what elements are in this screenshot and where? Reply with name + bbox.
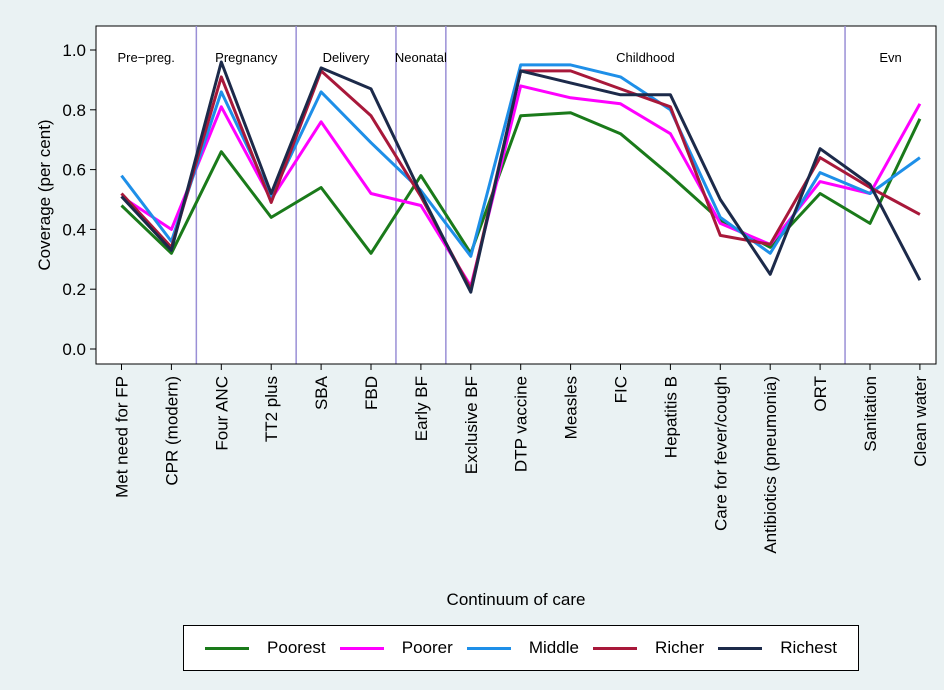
legend-label: Richer — [655, 638, 705, 657]
legend: Poorest Poorer Middle Richer Richest — [183, 625, 859, 671]
series-lines — [120, 60, 922, 294]
legend-item-middle: Middle — [466, 638, 579, 658]
x-tick-label: SBA — [312, 375, 331, 410]
y-tick-label: 0.8 — [62, 101, 86, 120]
y-axis: 0.0 0.2 0.4 0.6 0.8 1.0 — [62, 26, 97, 364]
x-tick-label: Met need for FP — [113, 376, 132, 498]
legend-swatch — [718, 646, 763, 650]
phase-labels: Pre−preg. Pregnancy Delivery Neonatal Childh… — [117, 50, 901, 65]
phase-label: Delivery — [323, 50, 370, 65]
x-axis: Met need for FP CPR (modern) Four ANC TT2 p… — [96, 363, 936, 554]
x-tick-label: ORT — [811, 376, 830, 412]
x-tick-label: Four ANC — [212, 376, 231, 451]
phase-dividers — [195, 26, 846, 364]
phase-label: Childhood — [616, 50, 675, 65]
legend-label: Poorest — [267, 638, 326, 657]
phase-label: Pre−preg. — [117, 50, 174, 65]
x-tick-label: Care for fever/cough — [711, 376, 730, 531]
x-tick-label: CPR (modern) — [162, 376, 181, 486]
legend-item-richest: Richest — [718, 638, 837, 658]
y-axis-title: Coverage (per cent) — [35, 119, 54, 270]
legend-item-poorer: Poorer — [339, 638, 453, 658]
x-tick-label: DTP vaccine — [512, 376, 531, 472]
y-tick-label: 0.0 — [62, 340, 86, 359]
x-tick-label: FBD — [362, 376, 381, 410]
y-tick-label: 0.2 — [62, 280, 86, 299]
y-tick-label: 0.6 — [62, 161, 86, 180]
legend-swatch — [205, 646, 250, 650]
x-tick-label: TT2 plus — [262, 376, 281, 442]
x-tick-label: Sanitation — [861, 376, 880, 452]
x-tick-label: Exclusive BF — [462, 376, 481, 474]
legend-item-poorest: Poorest — [205, 638, 326, 658]
x-tick-label: Early BF — [412, 376, 431, 441]
legend-label: Poorer — [401, 638, 453, 657]
series-line-richest — [120, 60, 922, 294]
legend-item-richer: Richer — [593, 638, 704, 658]
legend-label: Middle — [528, 638, 579, 657]
series-line-poorer — [120, 84, 922, 288]
x-axis-title: Continuum of care — [447, 590, 586, 609]
legend-swatch — [593, 646, 638, 650]
x-tick-label: Clean water — [911, 376, 930, 467]
phase-label: Evn — [879, 50, 901, 65]
y-tick-label: 0.4 — [62, 220, 86, 239]
legend-swatch — [466, 646, 511, 650]
x-tick-label: Antibiotics (pneumonia) — [761, 376, 780, 554]
y-tick-label: 1.0 — [62, 41, 86, 60]
x-tick-label: Hepatitis B — [661, 376, 680, 458]
x-tick-label: Measles — [562, 376, 581, 439]
phase-label: Pregnancy — [215, 50, 278, 65]
legend-swatch — [339, 646, 384, 650]
phase-label: Neonatal — [395, 50, 447, 65]
legend-label: Richest — [780, 638, 837, 657]
x-tick-label: FIC — [612, 376, 631, 403]
